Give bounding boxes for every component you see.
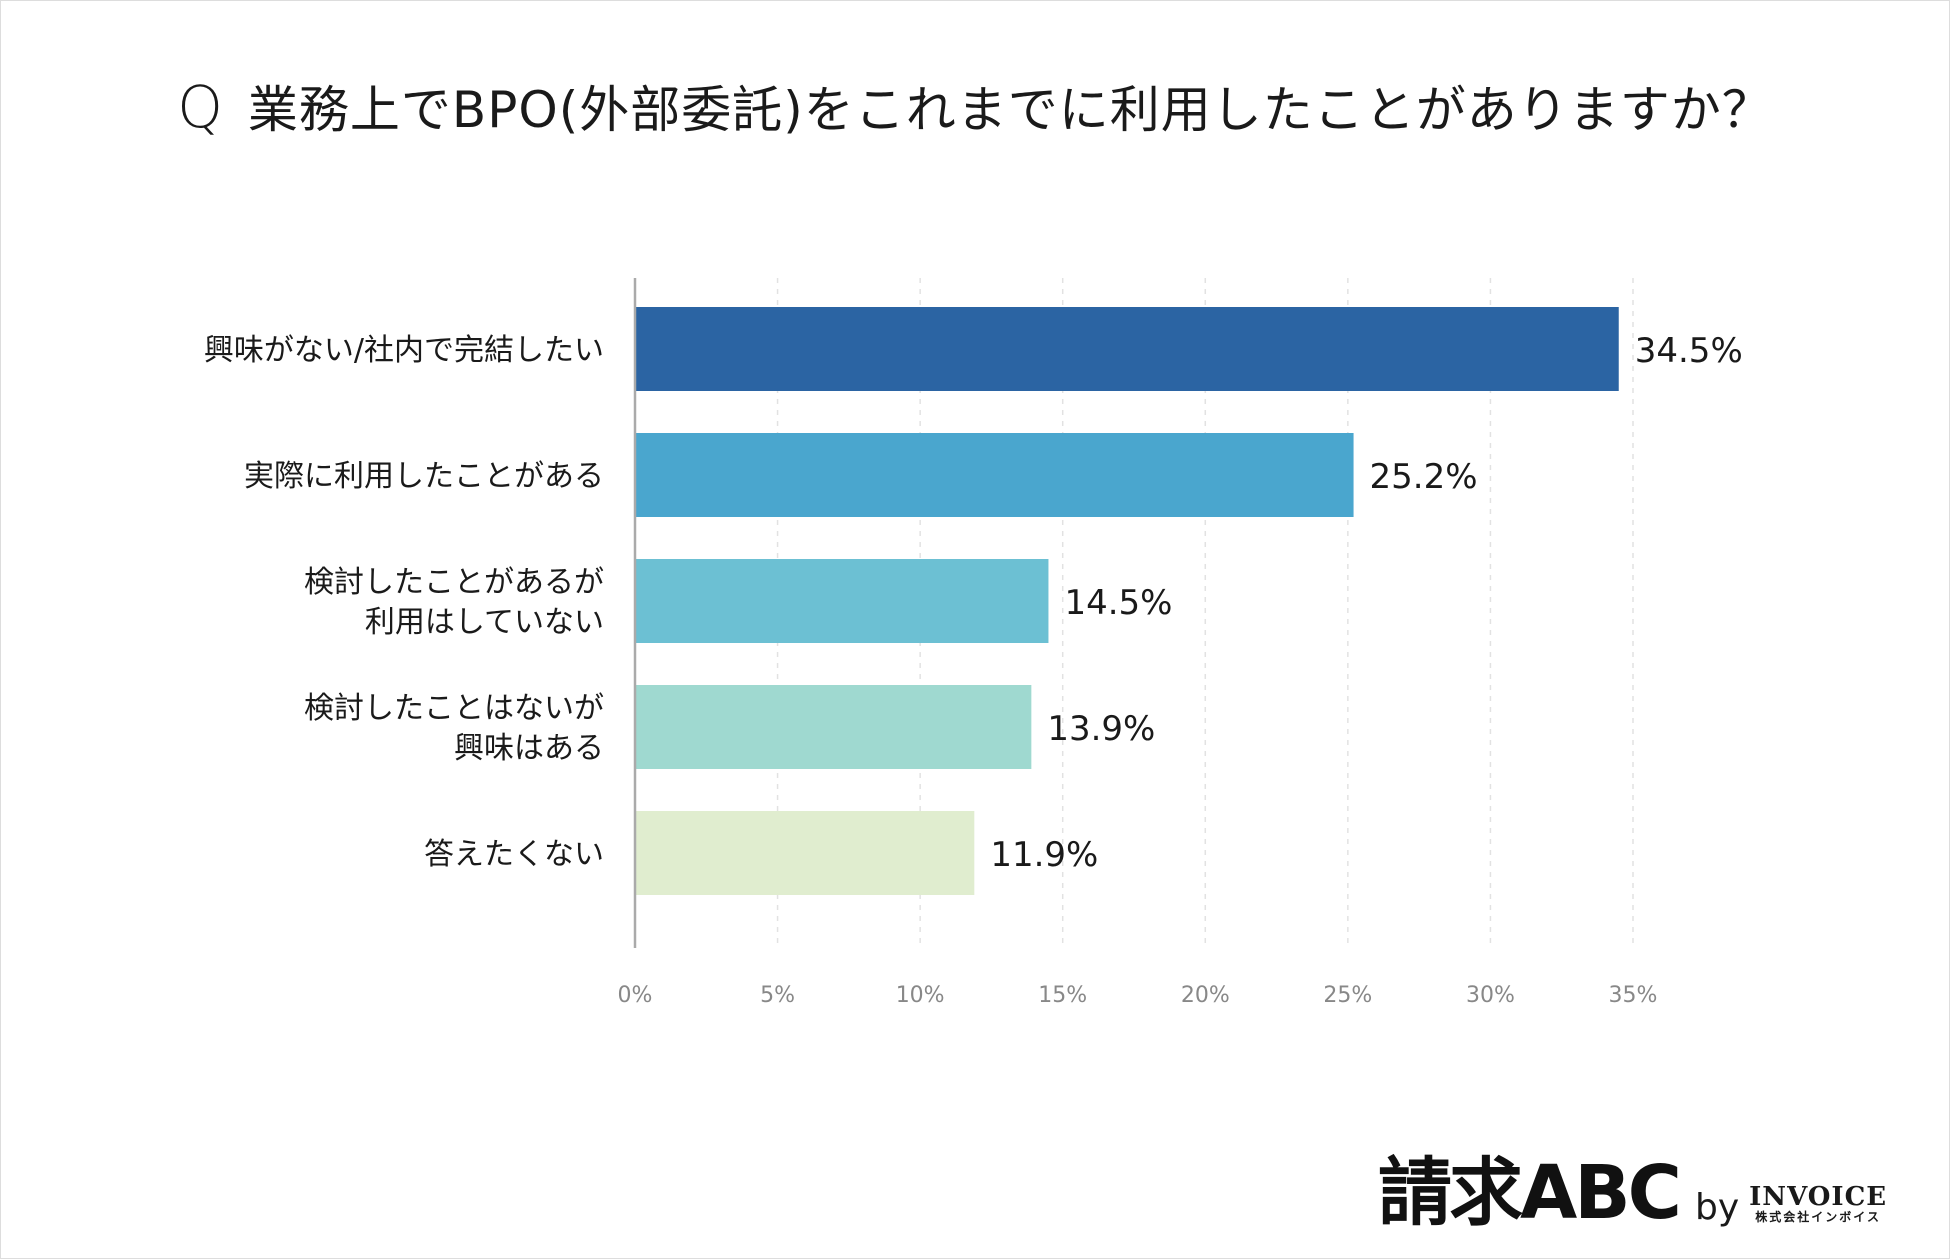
- question-mark-label: Q: [177, 73, 224, 141]
- bar-value-label: 25.2%: [1370, 457, 1478, 497]
- brand-logo: 請求ABC by INVOICE 株式会社インボイス: [1378, 1150, 1887, 1230]
- x-tick-label: 15%: [1038, 983, 1087, 1008]
- invoice-text: INVOICE: [1749, 1181, 1888, 1212]
- category-label: 利用はしていない: [365, 605, 604, 640]
- x-tick-label: 25%: [1323, 983, 1372, 1008]
- chart-title: Q 業務上でBPO(外部委託)をこれまでに利用したことがありますか？: [0, 70, 1950, 142]
- bar: [635, 433, 1354, 517]
- x-tick-label: 5%: [760, 983, 795, 1008]
- category-label: 答えたくない: [424, 837, 604, 872]
- brand-name: 請求ABC: [1378, 1150, 1682, 1236]
- bar: [635, 559, 1049, 643]
- invoice-mark: INVOICE 株式会社インボイス: [1749, 1184, 1887, 1224]
- company-text: 株式会社インボイス: [1755, 1209, 1881, 1224]
- x-tick-label: 30%: [1466, 983, 1515, 1008]
- bar-value-label: 11.9%: [990, 835, 1098, 875]
- bar: [635, 685, 1032, 769]
- bar-value-label: 34.5%: [1635, 331, 1743, 371]
- category-label: 興味はある: [454, 731, 604, 766]
- category-label: 検討したことはないが: [304, 691, 604, 726]
- category-label: 検討したことがあるが: [304, 565, 604, 600]
- question-text: 業務上でBPO(外部委託)をこれまでに利用したことがありますか？: [247, 81, 1773, 139]
- category-label: 実際に利用したことがある: [244, 459, 604, 494]
- bar-value-label: 13.9%: [1047, 709, 1155, 749]
- x-tick-label: 0%: [618, 983, 653, 1008]
- x-tick-label: 10%: [896, 983, 945, 1008]
- bar: [635, 811, 975, 895]
- bar-value-label: 14.5%: [1064, 583, 1172, 623]
- x-tick-label: 35%: [1609, 983, 1658, 1008]
- category-label: 興味がない/社内で完結したい: [204, 333, 604, 368]
- brand-by: by: [1694, 1187, 1740, 1228]
- bar: [635, 307, 1619, 391]
- x-tick-label: 20%: [1181, 983, 1230, 1008]
